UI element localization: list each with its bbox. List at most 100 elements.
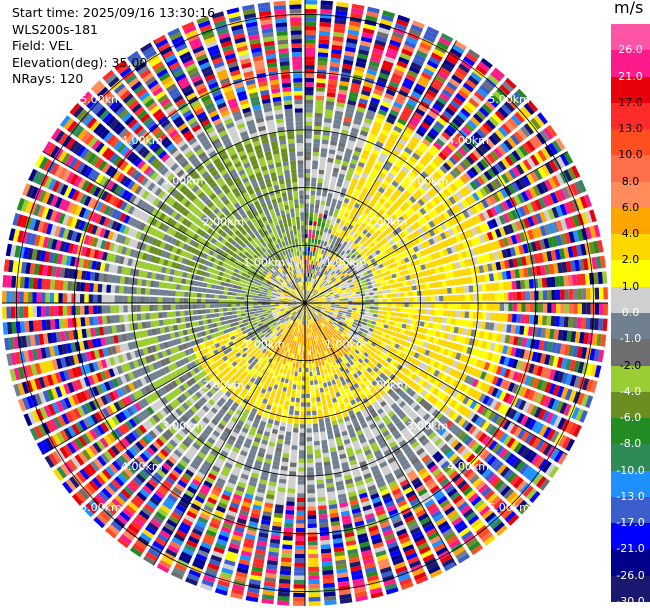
velocity-cell (327, 316, 332, 320)
velocity-cell (336, 102, 345, 108)
velocity-cell (397, 117, 407, 126)
velocity-cell (500, 142, 510, 153)
velocity-cell (395, 272, 401, 278)
velocity-cell (471, 413, 480, 424)
velocity-cell (320, 539, 331, 545)
velocity-cell (334, 295, 340, 298)
velocity-cell (305, 60, 315, 66)
velocity-cell (323, 126, 331, 132)
velocity-cell (305, 186, 310, 191)
velocity-cell (448, 358, 455, 367)
velocity-cell (288, 383, 293, 389)
velocity-cell (306, 281, 309, 286)
velocity-cell (504, 259, 510, 269)
velocity-cell (389, 316, 395, 321)
velocity-cell (332, 171, 339, 178)
velocity-cell (331, 230, 336, 236)
velocity-cell (375, 243, 382, 249)
velocity-cell (294, 562, 305, 567)
velocity-cell (317, 488, 325, 494)
velocity-cell (294, 371, 298, 377)
velocity-cell (326, 261, 331, 267)
velocity-cell (553, 450, 564, 463)
velocity-cell (450, 279, 456, 286)
velocity-cell (427, 246, 434, 254)
velocity-cell (403, 77, 415, 86)
velocity-cell (563, 151, 574, 165)
velocity-cell (371, 332, 377, 338)
velocity-cell (421, 296, 427, 302)
velocity-cell (520, 256, 527, 266)
velocity-cell (292, 384, 297, 390)
velocity-cell (490, 150, 500, 161)
velocity-cell (337, 289, 342, 292)
velocity-cell (322, 569, 334, 576)
velocity-cell (347, 295, 353, 298)
velocity-cell (381, 223, 388, 230)
velocity-cell (447, 218, 455, 227)
velocity-cell (305, 134, 312, 139)
velocity-cell (358, 195, 365, 202)
velocity-cell (382, 354, 389, 361)
velocity-cell (470, 71, 483, 83)
velocity-cell (406, 198, 414, 207)
velocity-cell (400, 297, 405, 302)
velocity-cell (494, 129, 505, 140)
velocity-cell (449, 271, 455, 279)
velocity-cell (533, 115, 545, 128)
velocity-cell (324, 227, 329, 233)
velocity-cell (455, 150, 465, 160)
velocity-cell (365, 266, 371, 271)
velocity-cell (379, 68, 391, 76)
velocity-cell (317, 298, 322, 301)
velocity-cell (381, 251, 387, 257)
velocity-cell (460, 286, 465, 293)
velocity-cell (357, 241, 363, 248)
velocity-cell (414, 53, 426, 63)
velocity-cell (329, 319, 334, 323)
velocity-cell (296, 514, 305, 520)
velocity-cell (330, 57, 341, 64)
velocity-cell (516, 413, 525, 424)
velocity-cell (369, 306, 375, 310)
velocity-cell (279, 574, 291, 580)
velocity-cell (301, 337, 304, 342)
velocity-cell (340, 76, 350, 83)
velocity-cell (389, 284, 395, 289)
velocity-cell (538, 303, 544, 313)
velocity-cell (346, 189, 353, 196)
velocity-cell (494, 163, 504, 174)
velocity-cell (523, 267, 529, 278)
velocity-cell (455, 261, 462, 269)
velocity-cell (450, 206, 458, 215)
velocity-cell (335, 283, 340, 287)
velocity-cell (544, 368, 552, 379)
velocity-cell (317, 307, 322, 309)
velocity-cell (339, 283, 345, 287)
velocity-cell (523, 217, 531, 229)
velocity-cell (530, 405, 539, 417)
velocity-cell (476, 321, 482, 329)
velocity-cell (581, 394, 590, 407)
velocity-cell (296, 519, 305, 524)
velocity-cell (391, 273, 397, 279)
velocity-cell (405, 36, 418, 45)
velocity-cell (433, 361, 440, 369)
velocity-cell (320, 278, 324, 283)
velocity-cell (359, 157, 367, 164)
velocity-cell (374, 84, 385, 92)
velocity-cell (325, 296, 331, 299)
velocity-cell (307, 497, 316, 503)
velocity-cell (406, 336, 412, 342)
velocity-cell (487, 374, 495, 384)
velocity-cell (416, 333, 423, 339)
velocity-cell (305, 17, 317, 22)
velocity-cell (318, 235, 323, 241)
velocity-cell (339, 137, 347, 144)
velocity-cell (308, 233, 312, 239)
velocity-cell (457, 327, 464, 335)
velocity-cell (308, 558, 319, 563)
velocity-cell (290, 370, 295, 376)
velocity-cell (483, 384, 491, 394)
velocity-cell (378, 263, 384, 269)
